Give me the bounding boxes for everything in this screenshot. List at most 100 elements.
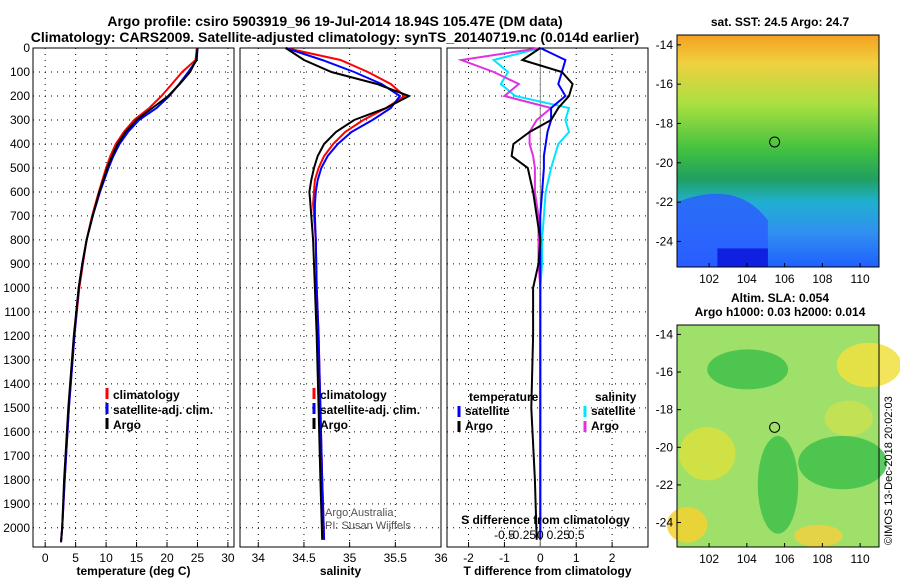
lon-tick-label: 106: [775, 272, 795, 286]
x-tick-label: -2: [463, 551, 474, 565]
credit-text: PI: Susan Wijffels: [325, 520, 411, 532]
lon-tick-label: 102: [699, 552, 719, 566]
legend-label: satellite-adj. clim.: [113, 403, 213, 417]
lat-tick-label: -24: [656, 516, 674, 530]
lat-tick-label: -16: [656, 77, 674, 91]
x-tick-label: 36: [434, 551, 448, 565]
x-tick-label: 1: [573, 551, 580, 565]
sla-anomaly: [836, 342, 900, 388]
legend-title-salinity: salinity: [595, 390, 637, 404]
x-tick-label: -1: [499, 551, 510, 565]
depth-tick-label: 700: [10, 209, 30, 223]
map-sst: 102 104 106 108 110 -14 -16 -18 -20 -22 -24: [656, 34, 880, 286]
x-tick-label: 20: [160, 551, 174, 565]
sla-anomaly: [794, 524, 843, 548]
sla-anomaly: [757, 436, 799, 534]
lat-tick-label: -20: [656, 156, 674, 170]
lon-tick-label: 108: [812, 272, 832, 286]
sla-map-subtitle: Argo h1000: 0.03 h2000: 0.014: [695, 305, 866, 319]
lon-tick-label: 108: [812, 552, 832, 566]
series-argo: [285, 47, 412, 540]
s-tick-label: -0.5: [494, 528, 515, 542]
legend-label: satellite-adj. clim.: [320, 403, 420, 417]
s-tick-label: 0.5: [568, 528, 585, 542]
legend-label: climatology: [320, 388, 387, 402]
depth-tick-label: 300: [10, 113, 30, 127]
depth-tick-label: 1600: [3, 425, 30, 439]
lat-tick-label: -22: [656, 478, 674, 492]
x-tick-label: 35: [343, 551, 357, 565]
depth-tick-label: 0: [23, 41, 30, 55]
x-tick-label: 30: [221, 551, 235, 565]
lat-tick-label: -24: [656, 234, 674, 248]
lat-tick-label: -16: [656, 365, 674, 379]
s-tick-label: 0.25: [547, 528, 571, 542]
lat-tick-label: -22: [656, 195, 674, 209]
legend-label: climatology: [113, 388, 180, 402]
x-tick-label: 35.5: [384, 551, 408, 565]
depth-tick-label: 1400: [3, 377, 30, 391]
float-marker: [769, 136, 781, 148]
sla-anomaly: [824, 400, 873, 436]
x-tick-label: 0: [537, 551, 544, 565]
sla-anomaly: [707, 349, 789, 390]
sst-map-title: sat. SST: 24.5 Argo: 24.7: [711, 15, 850, 29]
s-tick-label: 0: [537, 528, 544, 542]
panel-frame: [239, 47, 442, 548]
panel-salinity: 34 34.5 35 35.5 36 salinity climatologysatelli…: [239, 47, 448, 578]
x-axis-label: salinity: [320, 564, 362, 578]
lat-tick-label: -14: [656, 38, 674, 52]
lon-tick-label: 104: [737, 272, 757, 286]
lon-tick-label: 104: [737, 552, 757, 566]
depth-tick-label: 600: [10, 185, 30, 199]
sla-anomaly: [798, 436, 888, 490]
legend-label: Argo: [465, 419, 493, 433]
legend-label: satellite: [465, 404, 510, 418]
depth-tick-label: 800: [10, 233, 30, 247]
lon-tick-label: 106: [775, 552, 795, 566]
sla-anomaly: [679, 427, 736, 481]
depth-tick-label: 100: [10, 65, 30, 79]
lat-tick-label: -18: [656, 116, 674, 130]
chart-title: Argo profile: csiro 5903919_96 19-Jul-20…: [107, 13, 562, 29]
panel-difference: -2 -1 0 1 2T difference from climatology temp…: [446, 47, 649, 578]
sst-deep-patch: [717, 248, 768, 267]
legend-label: Argo: [320, 418, 348, 432]
depth-tick-label: 1700: [3, 449, 30, 463]
x-tick-label: 10: [99, 551, 113, 565]
legend-label: Argo: [591, 419, 619, 433]
depth-tick-label: 1800: [3, 473, 30, 487]
depth-tick-label: 1000: [3, 281, 30, 295]
x-tick-label: 0: [42, 551, 49, 565]
s-tick-label: -0.25: [509, 528, 537, 542]
series-temperature-satellite: [539, 47, 567, 540]
s-axis-label: S difference from climatology: [461, 513, 630, 527]
lon-tick-label: 110: [851, 272, 870, 286]
depth-tick-label: 900: [10, 257, 30, 271]
lon-tick-label: 110: [851, 552, 870, 566]
x-axis-label: temperature (deg C): [76, 564, 190, 578]
float-marker: [769, 421, 781, 433]
map-sla: 102 104 106 108 110 -14 -16 -18 -20 -22 -24: [656, 324, 900, 566]
x-tick-label: 5: [72, 551, 79, 565]
map-frame: [676, 34, 880, 268]
x-tick-label: 15: [130, 551, 144, 565]
panel-temperature: 0 5 10 15 20 25 30 temperature (deg C) climatolo…: [32, 47, 235, 578]
map-frame: [676, 324, 880, 548]
chart-subtitle: Climatology: CARS2009. Satellite-adjuste…: [31, 29, 639, 45]
lat-tick-label: -20: [656, 440, 674, 454]
x-tick-label: 34.5: [292, 551, 316, 565]
legend-title-temperature: temperature: [469, 390, 539, 404]
credit-text: Argo Australia: [325, 507, 394, 519]
lat-tick-label: -14: [656, 327, 674, 341]
depth-tick-label: 1500: [3, 401, 30, 415]
legend-label: satellite: [591, 404, 636, 418]
depth-tick-label: 200: [10, 89, 30, 103]
depth-tick-label: 1300: [3, 353, 30, 367]
lon-tick-label: 102: [699, 272, 719, 286]
x-tick-label: 34: [252, 551, 266, 565]
series-argo: [60, 47, 199, 543]
depth-tick-label: 500: [10, 161, 30, 175]
depth-tick-label: 1900: [3, 497, 30, 511]
